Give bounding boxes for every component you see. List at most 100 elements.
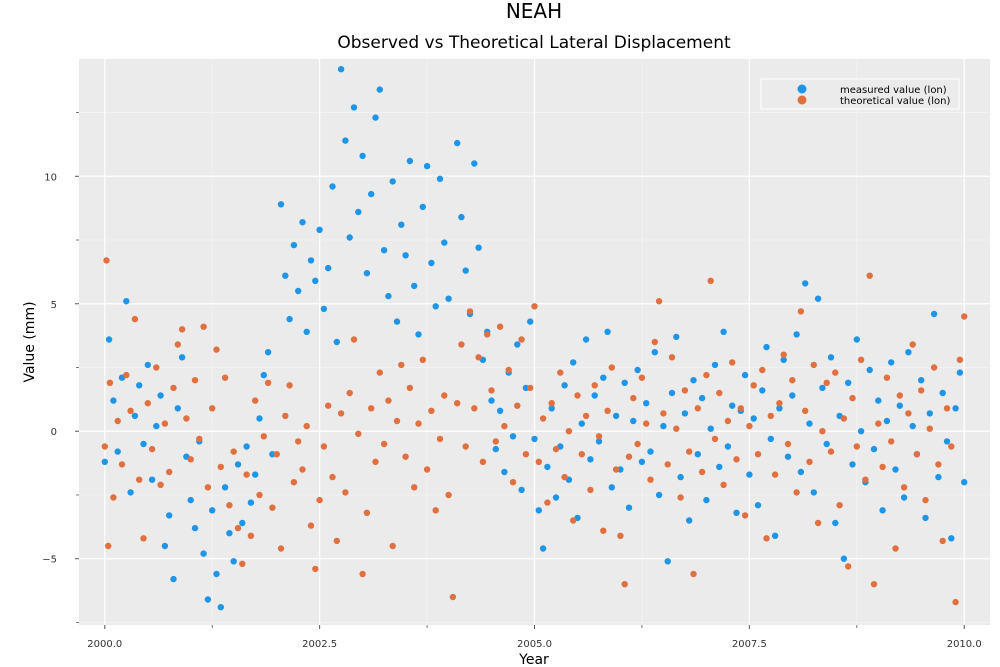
measured-point (445, 295, 452, 302)
theoretical-point (174, 341, 181, 348)
theoretical-point (252, 397, 259, 404)
theoretical-point (621, 581, 628, 588)
measured-point (638, 458, 646, 465)
theoretical-point (282, 412, 289, 420)
theoretical-point (488, 387, 495, 394)
measured-point (436, 175, 444, 182)
theoretical-point (479, 458, 487, 465)
theoretical-point (462, 443, 469, 450)
theoretical-point (741, 512, 749, 519)
theoretical-point (750, 382, 757, 389)
measured-point (823, 440, 830, 448)
measured-point (793, 331, 800, 338)
theoretical-point (101, 443, 109, 450)
measured-point (922, 514, 929, 522)
theoretical-point (432, 507, 439, 514)
measured-point (806, 420, 813, 427)
theoretical-point (638, 374, 646, 381)
legend-marker-measured (797, 84, 807, 94)
measured-point (900, 494, 908, 501)
series-0 (101, 66, 968, 611)
theoretical-point (604, 407, 611, 414)
theoretical-point (888, 438, 895, 445)
measured-point (582, 336, 590, 343)
measured-point (905, 349, 912, 356)
theoretical-point (892, 545, 899, 552)
theoretical-point (346, 389, 353, 397)
measured-point (277, 201, 285, 208)
measured-point (673, 333, 680, 341)
theoretical-point (105, 542, 112, 550)
measured-point (303, 328, 310, 335)
x-tick-label: 2002.5 (302, 639, 337, 650)
theoretical-point (900, 484, 908, 491)
measured-point (943, 438, 951, 445)
theoretical-point (200, 323, 207, 330)
theoretical-point (337, 410, 345, 417)
x-tick-label: 2000.0 (87, 639, 122, 650)
theoretical-point (664, 461, 671, 468)
theoretical-point (475, 354, 482, 361)
measured-point (148, 476, 156, 483)
theoretical-point (746, 422, 753, 430)
measured-point (561, 382, 568, 389)
measured-point (243, 443, 250, 450)
theoretical-point (385, 397, 392, 404)
measured-point (393, 318, 401, 325)
measured-point (802, 280, 809, 287)
theoretical-point (909, 341, 916, 348)
theoretical-point (376, 369, 383, 376)
theoretical-point (784, 440, 792, 448)
measured-point (698, 394, 706, 402)
measured-point (286, 315, 293, 323)
measured-point (239, 519, 246, 527)
theoretical-point (918, 387, 925, 394)
measured-point (707, 425, 714, 432)
measured-point (432, 303, 439, 310)
measured-point (221, 484, 229, 491)
theoretical-point (557, 369, 564, 376)
theoretical-point (234, 524, 242, 532)
x-tick-label: 2007.5 (732, 639, 767, 650)
measured-point (359, 152, 366, 160)
theoretical-point (269, 504, 276, 511)
theoretical-point (144, 400, 151, 407)
theoretical-point (823, 379, 830, 386)
measured-point (307, 257, 315, 264)
theoretical-point (686, 448, 693, 455)
theoretical-point (492, 438, 499, 445)
measured-point (677, 473, 684, 481)
theoretical-point (875, 420, 882, 427)
measured-point (234, 461, 242, 468)
theoretical-point (771, 471, 779, 478)
measured-point (458, 213, 465, 221)
legend-marker-theoretical (797, 95, 807, 105)
theoretical-point (793, 489, 800, 496)
theoretical-point (295, 438, 302, 445)
axis-ticks: 2000.0 2002.5 2005.0 2007.5 2010.0 −5 0 5 10 (42, 112, 982, 650)
theoretical-point (363, 509, 371, 516)
theoretical-point (368, 405, 375, 412)
theoretical-point (131, 315, 139, 323)
measured-point (161, 542, 169, 550)
measured-point (187, 496, 194, 504)
measured-point (754, 502, 762, 509)
theoretical-point (578, 451, 585, 458)
measured-point (849, 461, 856, 468)
theoretical-point (643, 420, 650, 427)
theoretical-point (608, 364, 615, 371)
theoretical-point (299, 466, 306, 473)
theoretical-point (754, 451, 762, 458)
theoretical-point (106, 379, 114, 386)
x-tick-label: 2005.0 (517, 639, 552, 650)
theoretical-point (140, 535, 147, 542)
theoretical-point (707, 277, 714, 284)
measured-point (312, 277, 319, 284)
theoretical-point (729, 359, 736, 366)
measured-point (136, 382, 143, 389)
measured-point (780, 356, 787, 363)
measured-point (746, 471, 753, 478)
measured-point (896, 402, 903, 409)
measured-point (814, 295, 822, 302)
theoretical-point (733, 456, 740, 463)
